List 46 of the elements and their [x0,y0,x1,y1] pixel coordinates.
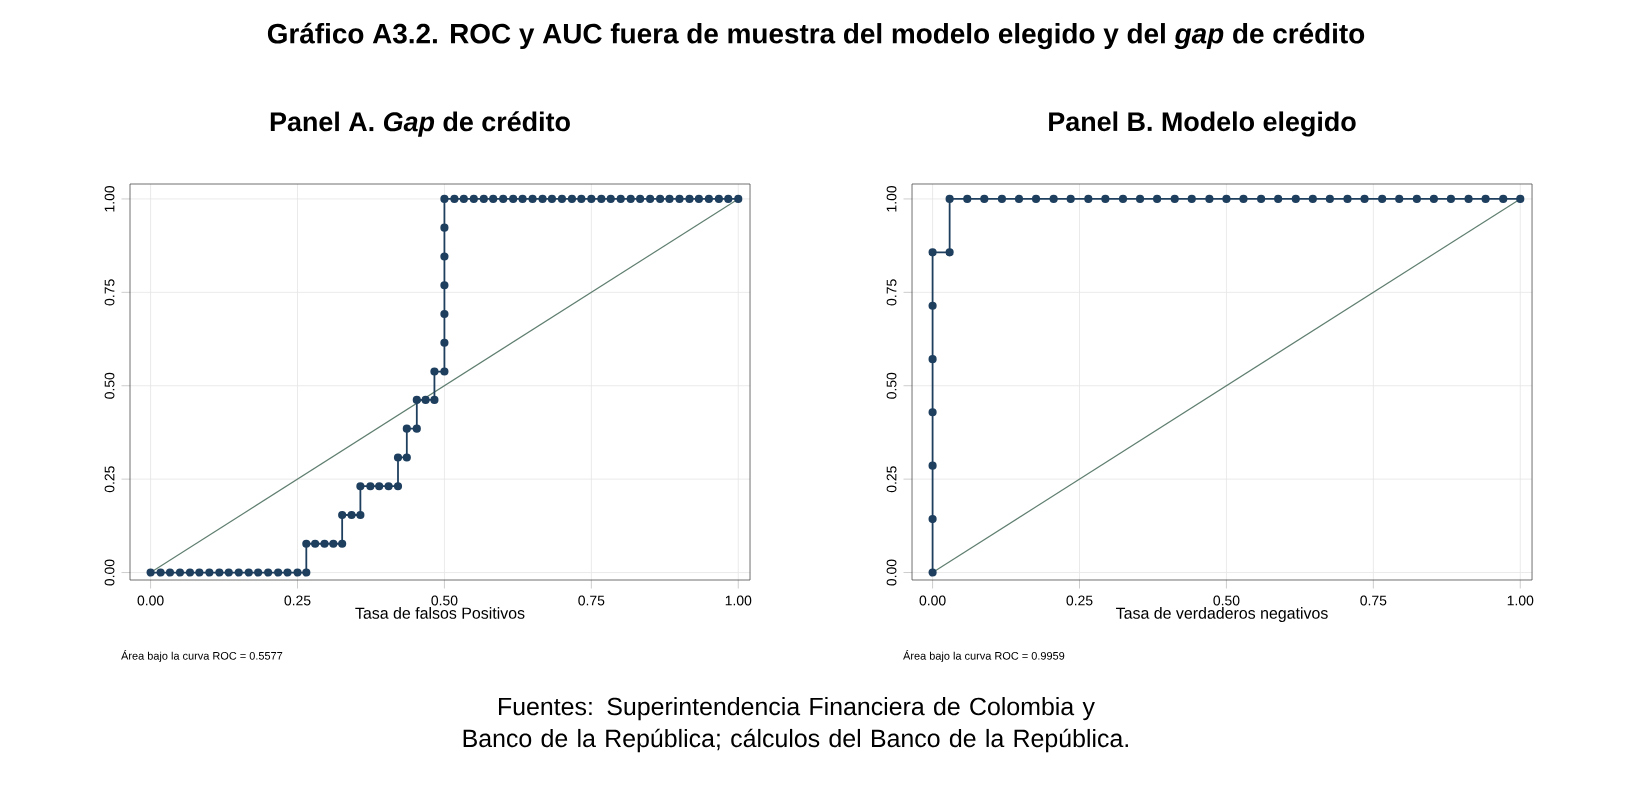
point [1481,194,1490,204]
point [1031,194,1041,204]
text: Gráfico A3.2. ROC y AUC fuera de muestra del modelo elegido y del gap de crédito [267,22,1365,50]
point [1446,194,1456,204]
point [1360,194,1369,204]
point [1274,194,1283,204]
point [1014,194,1024,204]
point [1084,194,1093,204]
chart-subtitle: Panel B. Modelo elegido [1049,111,1356,137]
point [1325,194,1334,204]
point [1239,194,1248,204]
point [1378,194,1387,204]
chart-subtitle: Panel A. Gap de crédito [270,111,570,137]
point [1516,194,1525,204]
point [1222,194,1231,204]
point [1049,194,1058,204]
point [1205,194,1214,204]
point [1101,194,1110,204]
point [928,461,937,470]
point [997,194,1007,204]
point [1153,194,1162,204]
point [928,568,937,577]
point [928,355,937,364]
point [1308,194,1317,204]
point [928,301,937,310]
point [1429,194,1438,204]
point [980,194,989,204]
point [928,408,937,417]
point [1118,194,1128,204]
point [1170,194,1179,204]
point [945,194,954,204]
point [928,515,937,524]
point [1343,194,1352,204]
point [1135,194,1145,204]
point [1499,194,1508,204]
point [963,194,972,204]
point [1257,194,1266,204]
point [1395,194,1404,204]
point [1464,194,1473,204]
point [945,248,954,257]
source-note: Fuentes: Superintendencia Financiera de Colombia y Banco de la República; cálculos del Banco de la República. [463,697,1128,753]
point [1187,194,1196,204]
point [1066,194,1075,204]
point [1291,194,1300,204]
point [928,248,937,257]
point [1412,194,1421,204]
